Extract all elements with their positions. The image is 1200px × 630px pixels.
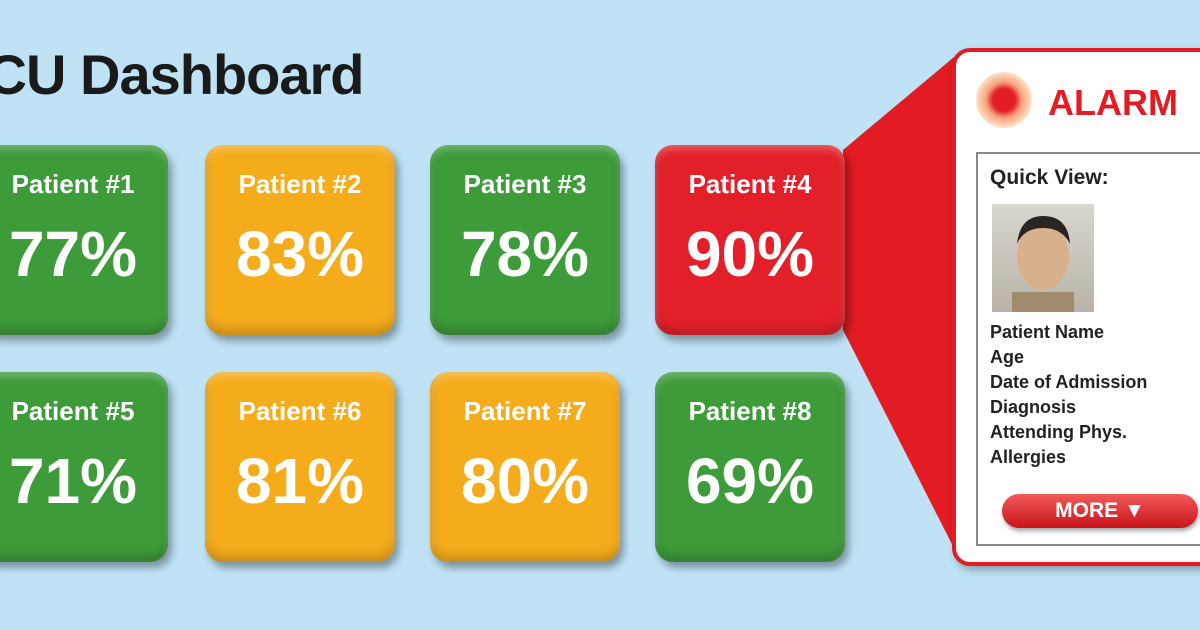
field-label: Attending Phys.	[990, 422, 1128, 442]
patient-score: 77%	[8, 218, 138, 290]
field-label: Diagnosis	[990, 397, 1077, 417]
patient-score: 80%	[460, 445, 590, 517]
page-title: ICU Dashboard	[0, 43, 364, 106]
patient-tile: Patient #5 71%	[0, 372, 168, 562]
patient-score: 83%	[235, 218, 365, 290]
alarm-label: ALARM	[1048, 82, 1178, 123]
patient-name: Patient #8	[688, 396, 812, 426]
patient-tile: Patient #1 77%	[0, 145, 168, 335]
patient-name: Patient #6	[238, 396, 362, 426]
patient-tile: Patient #7 80%	[430, 372, 620, 562]
patient-tile: Patient #4 90%	[655, 145, 845, 335]
patient-name: Patient #4	[688, 169, 812, 199]
patient-score: 69%	[685, 445, 815, 517]
patient-name: Patient #1	[11, 169, 135, 199]
more-arrow: ▼	[1124, 499, 1145, 522]
patient-tile: Patient #3 78%	[430, 145, 620, 335]
field-label: Age	[990, 347, 1025, 367]
patient-score: 90%	[685, 218, 815, 290]
more-button[interactable]: MORE ▼	[1002, 494, 1198, 528]
alarm-card: ALARM Quick View: Patient Name Age Date of…	[952, 48, 1200, 566]
patient-photo	[992, 204, 1094, 312]
alarm-icon	[976, 72, 1032, 128]
patient-name: Patient #7	[463, 396, 587, 426]
patient-name: Patient #5	[11, 396, 135, 426]
photo-placeholder	[1012, 216, 1074, 312]
field-label: Allergies	[990, 447, 1067, 467]
patient-tile: Patient #6 81%	[205, 372, 395, 562]
more-label: MORE	[1055, 499, 1119, 522]
patient-score: 71%	[8, 445, 138, 517]
patient-score: 81%	[235, 445, 365, 517]
quick-view-title: Quick View:	[990, 166, 1109, 189]
quick-view: Quick View: Patient Name Age Date of Admis…	[976, 152, 1200, 546]
patient-tile: Patient #2 83%	[205, 145, 395, 335]
patient-score: 78%	[460, 218, 590, 290]
field-label: Date of Admission	[990, 372, 1148, 392]
patient-name: Patient #3	[463, 169, 587, 199]
patient-name: Patient #2	[238, 169, 362, 199]
field-label: Patient Name	[990, 322, 1105, 342]
patient-tile: Patient #8 69%	[655, 372, 845, 562]
